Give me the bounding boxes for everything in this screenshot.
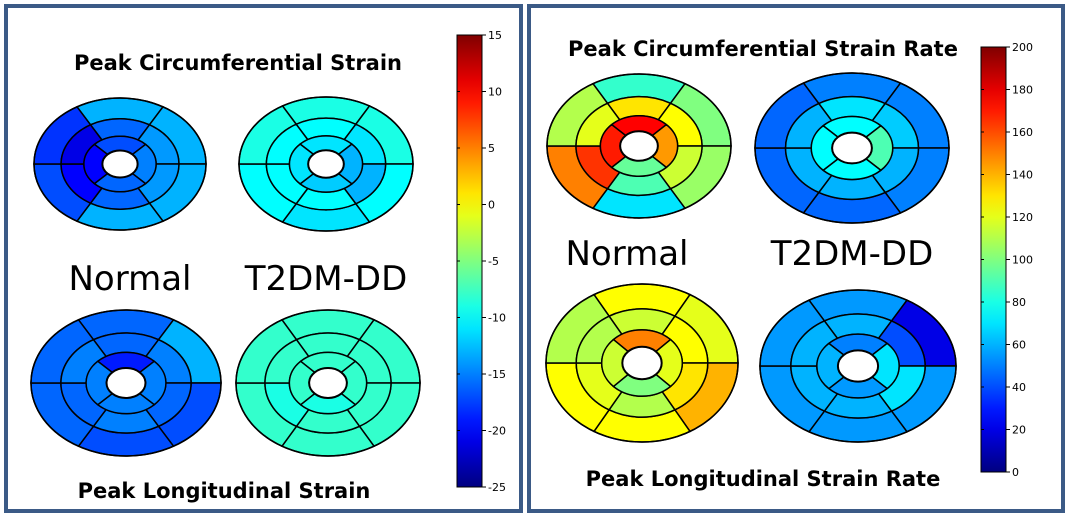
bullseye-plot [759, 289, 957, 443]
center-hole [307, 149, 345, 179]
center-hole [105, 367, 147, 399]
left-panel: Peak Circumferential Strain Normal T2DM-… [4, 4, 523, 513]
outer-ring [33, 97, 207, 231]
chart-title-top: Peak Circumferential Strain Rate [568, 37, 958, 61]
center-hole [101, 149, 139, 179]
colorbar-tick-label: 20 [1012, 424, 1026, 437]
colorbar-tick-label: 15 [488, 29, 502, 42]
bullseye-plot [30, 309, 222, 457]
colorbar-tick-label: 180 [1012, 84, 1033, 97]
colorbar-tick-label: 160 [1012, 126, 1033, 139]
outer-ring [30, 309, 222, 457]
colorbar-tick-label: -15 [488, 368, 506, 381]
group-label-normal: Normal [68, 259, 191, 299]
center-hole [836, 349, 880, 383]
strain-rate-chart: Peak Circumferential Strain Rate Normal … [545, 37, 1033, 491]
outer-ring [238, 96, 414, 232]
outer-ring [235, 309, 421, 457]
chart-title-bottom: Peak Longitudinal Strain [78, 479, 371, 503]
outer-ring [754, 72, 950, 224]
colorbar-tick-label: 200 [1012, 41, 1033, 54]
colorbar-tick-label: -25 [488, 481, 506, 494]
colorbar [456, 34, 483, 488]
center-hole [308, 367, 348, 399]
colorbar-tick-label: 0 [488, 199, 495, 212]
colorbar-tick-label: 80 [1012, 296, 1026, 309]
bullseye-plot [235, 309, 421, 457]
bullseye-plot [33, 97, 207, 231]
group-label-normal: Normal [565, 234, 688, 274]
outer-ring [546, 73, 732, 219]
right-panel: Peak Circumferential Strain Rate Normal … [527, 4, 1065, 513]
outer-ring [759, 289, 957, 443]
colorbar [980, 46, 1007, 473]
colorbar-tick-label: -20 [488, 425, 506, 438]
bullseye-plot [754, 72, 950, 224]
colorbar-tick-label: 5 [488, 142, 495, 155]
strain-chart: Peak Circumferential Strain Normal T2DM-… [30, 29, 506, 503]
bullseye-plot [238, 96, 414, 232]
bullseye-plot [545, 283, 739, 443]
chart-title-bottom: Peak Longitudinal Strain Rate [586, 467, 941, 491]
bullseye-plot [546, 73, 732, 219]
colorbar-tick-label: 60 [1012, 339, 1026, 352]
group-label-t2dm: T2DM-DD [770, 234, 934, 274]
colorbar-tick-label: 10 [488, 86, 502, 99]
group-label-t2dm: T2DM-DD [244, 259, 408, 299]
center-hole [619, 130, 659, 162]
colorbar-tick-label: 140 [1012, 169, 1033, 182]
center-hole [831, 131, 873, 165]
colorbar-tick-label: -5 [488, 255, 499, 268]
colorbar-tick-label: 120 [1012, 211, 1033, 224]
colorbar-tick-label: 0 [1012, 466, 1019, 479]
colorbar-tick-label: 100 [1012, 254, 1033, 267]
outer-ring [545, 283, 739, 443]
colorbar-tick-label: 40 [1012, 381, 1026, 394]
colorbar-tick-label: -10 [488, 312, 506, 325]
chart-title-top: Peak Circumferential Strain [74, 51, 402, 75]
center-hole [621, 345, 663, 381]
